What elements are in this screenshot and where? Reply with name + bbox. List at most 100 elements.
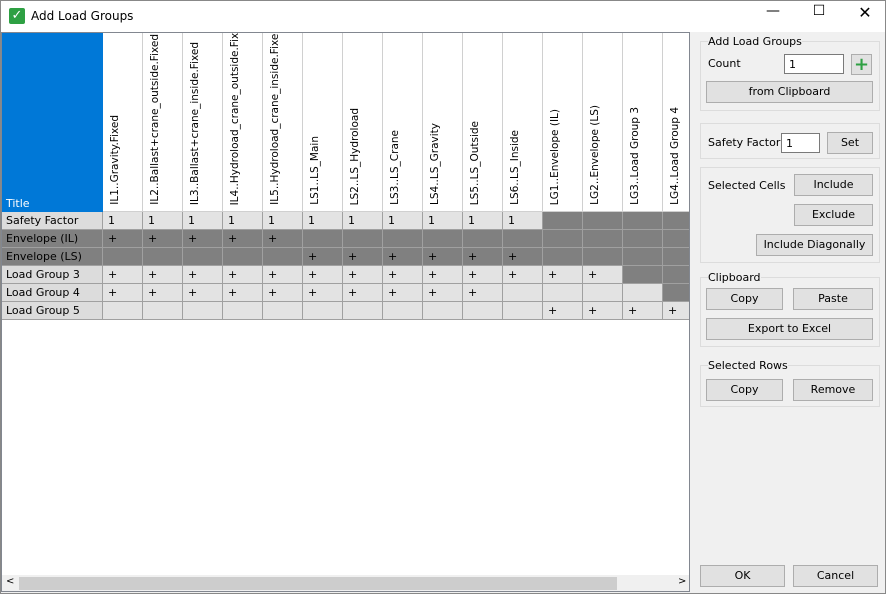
column-header[interactable]: LG2..Envelope (LS) [583, 33, 623, 212]
grid-cell[interactable]: + [343, 248, 383, 266]
grid-cell[interactable]: 1 [503, 212, 543, 230]
grid-cell[interactable] [663, 248, 689, 266]
grid-cell[interactable]: + [463, 284, 503, 302]
column-header[interactable]: LS6..LS_Inside [503, 33, 543, 212]
button[interactable]: Cancel [793, 565, 878, 587]
grid-cell[interactable]: + [343, 266, 383, 284]
column-header[interactable]: LG1..Envelope (IL) [543, 33, 583, 212]
grid-cell[interactable]: + [583, 266, 623, 284]
grid-cell[interactable] [623, 212, 663, 230]
grid-cell[interactable] [103, 248, 143, 266]
grid-cell[interactable]: + [583, 302, 623, 320]
grid-cell[interactable]: + [103, 284, 143, 302]
column-header[interactable]: IL4..Hydroload_crane_outside.Fixed [223, 33, 263, 212]
grid-cell[interactable] [343, 230, 383, 248]
grid-cell[interactable] [183, 302, 223, 320]
grid-cell[interactable]: + [143, 266, 183, 284]
grid-cell[interactable]: + [183, 230, 223, 248]
column-header[interactable]: IL1..Gravity.Fixed [103, 33, 143, 212]
text-input[interactable]: 1 [784, 54, 844, 74]
grid-cell[interactable]: + [303, 266, 343, 284]
grid-cell[interactable]: + [343, 284, 383, 302]
grid-cell[interactable] [103, 302, 143, 320]
grid-cell[interactable]: + [423, 284, 463, 302]
grid-cell[interactable]: + [183, 266, 223, 284]
grid-cell[interactable]: + [223, 266, 263, 284]
grid-cell[interactable] [383, 230, 423, 248]
grid-cell[interactable] [543, 284, 583, 302]
grid-cell[interactable] [623, 230, 663, 248]
grid-cell[interactable] [663, 230, 689, 248]
grid-cell[interactable] [143, 302, 183, 320]
button[interactable]: OK [700, 565, 785, 587]
column-header[interactable]: IL3..Ballast+crane_inside.Fixed [183, 33, 223, 212]
grid-cell[interactable]: + [663, 302, 689, 320]
grid-cell[interactable]: + [383, 266, 423, 284]
add-button[interactable]: + [851, 54, 872, 75]
grid-cell[interactable]: 1 [343, 212, 383, 230]
text-input[interactable]: 1 [781, 133, 820, 153]
grid-cell[interactable] [143, 248, 183, 266]
grid-cell[interactable]: 1 [103, 212, 143, 230]
row-header[interactable]: Envelope (LS) [2, 248, 103, 266]
grid-cell[interactable]: + [383, 284, 423, 302]
corner-header[interactable]: Title [2, 33, 103, 212]
column-header[interactable]: LS1..LS_Main [303, 33, 343, 212]
grid-cell[interactable] [423, 230, 463, 248]
grid-cell[interactable]: + [383, 248, 423, 266]
scroll-thumb[interactable] [19, 577, 617, 590]
grid-cell[interactable]: 1 [303, 212, 343, 230]
button[interactable]: Set [827, 132, 873, 154]
row-header[interactable]: Envelope (IL) [2, 230, 103, 248]
grid-cell[interactable] [183, 248, 223, 266]
grid-cell[interactable] [543, 230, 583, 248]
column-header[interactable]: LS2..LS_Hydroload [343, 33, 383, 212]
grid-cell[interactable]: + [543, 266, 583, 284]
grid-cell[interactable] [663, 266, 689, 284]
grid-cell[interactable] [623, 284, 663, 302]
grid-cell[interactable]: + [223, 284, 263, 302]
grid-cell[interactable] [583, 230, 623, 248]
grid-cell[interactable]: + [143, 284, 183, 302]
grid-cell[interactable]: + [423, 248, 463, 266]
grid-cell[interactable]: + [263, 266, 303, 284]
button[interactable]: Include Diagonally [756, 234, 873, 256]
grid-cell[interactable] [223, 248, 263, 266]
button[interactable]: Export to Excel [706, 318, 873, 340]
grid-cell[interactable]: + [463, 266, 503, 284]
grid-cell[interactable] [303, 302, 343, 320]
button[interactable]: Exclude [794, 204, 873, 226]
grid-cell[interactable] [423, 302, 463, 320]
row-header[interactable]: Load Group 5 [2, 302, 103, 320]
grid-cell[interactable] [583, 284, 623, 302]
button[interactable]: Paste [793, 288, 873, 310]
grid-cell[interactable]: + [223, 230, 263, 248]
grid-cell[interactable] [383, 302, 423, 320]
grid-cell[interactable] [503, 230, 543, 248]
column-header[interactable]: LG3..Load Group 3 [623, 33, 663, 212]
grid-cell[interactable]: + [423, 266, 463, 284]
grid-cell[interactable] [303, 230, 343, 248]
grid-cell[interactable] [623, 248, 663, 266]
grid-cell[interactable] [543, 212, 583, 230]
column-header[interactable]: LG4..Load Group 4 [663, 33, 689, 212]
row-header[interactable]: Load Group 3 [2, 266, 103, 284]
grid-cell[interactable]: + [503, 266, 543, 284]
grid-cell[interactable] [263, 302, 303, 320]
grid-cell[interactable] [463, 302, 503, 320]
grid-cell[interactable]: 1 [463, 212, 503, 230]
button[interactable]: Copy [706, 379, 783, 401]
close[interactable]: ✕ [858, 3, 872, 22]
column-header[interactable]: LS4..LS_Gravity [423, 33, 463, 212]
column-header[interactable]: LS5..LS_Outside [463, 33, 503, 212]
grid-cell[interactable]: 1 [383, 212, 423, 230]
scroll-left[interactable]: < [6, 576, 15, 587]
grid-cell[interactable] [623, 266, 663, 284]
grid-cell[interactable]: + [543, 302, 583, 320]
grid-cell[interactable] [663, 284, 689, 302]
grid-cell[interactable] [223, 302, 263, 320]
button[interactable]: Include [794, 174, 873, 196]
grid-cell[interactable]: 1 [263, 212, 303, 230]
button[interactable]: Copy [706, 288, 783, 310]
minimize[interactable]: — [766, 3, 780, 19]
